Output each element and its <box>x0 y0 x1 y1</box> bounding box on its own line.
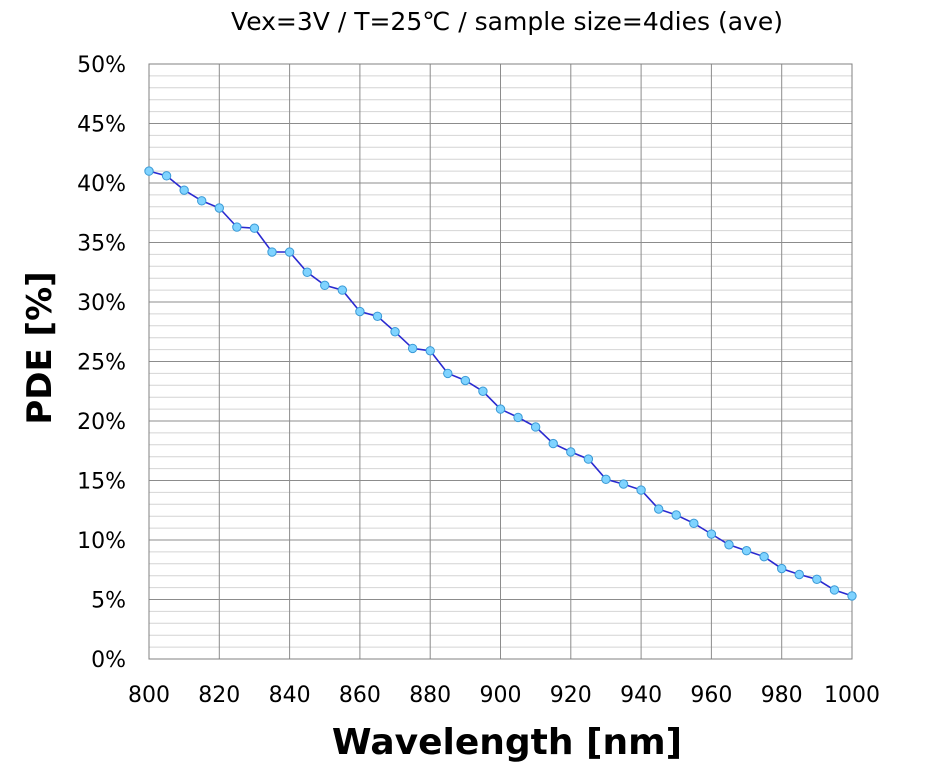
data-point <box>479 387 487 395</box>
data-point <box>549 439 557 447</box>
data-point <box>285 248 293 256</box>
y-tick-label: 40% <box>77 172 126 197</box>
major-grid <box>149 64 852 659</box>
data-point <box>338 286 346 294</box>
data-point <box>408 344 416 352</box>
x-tick-label: 940 <box>620 683 662 708</box>
data-point <box>672 511 680 519</box>
y-tick-label: 35% <box>77 232 126 257</box>
x-tick-label: 800 <box>128 683 170 708</box>
x-tick-label: 1000 <box>824 683 880 708</box>
data-point <box>690 519 698 527</box>
y-tick-label: 25% <box>77 351 126 376</box>
y-tick-label: 5% <box>91 589 126 614</box>
data-point <box>373 312 381 320</box>
data-point <box>444 369 452 377</box>
data-point <box>145 167 153 175</box>
x-tick-label: 980 <box>761 683 803 708</box>
data-point <box>531 423 539 431</box>
data-point <box>461 376 469 384</box>
y-tick-label: 50% <box>77 53 126 78</box>
y-tick-label: 0% <box>91 648 126 673</box>
y-tick-label: 30% <box>77 291 126 316</box>
data-point <box>848 592 856 600</box>
x-tick-label: 900 <box>480 683 522 708</box>
data-point <box>496 405 504 413</box>
y-tick-labels: 0% 5% 10% 15% 20% 25% 30% 35% 40% 45% 50% <box>77 53 126 673</box>
x-tick-label: 880 <box>409 683 451 708</box>
data-point <box>778 564 786 572</box>
data-point <box>707 530 715 538</box>
data-point <box>268 248 276 256</box>
x-tick-label: 860 <box>339 683 381 708</box>
data-point <box>198 197 206 205</box>
data-point <box>584 455 592 463</box>
y-tick-label: 10% <box>77 529 126 554</box>
x-tick-label: 840 <box>269 683 311 708</box>
y-axis-label: PDE [%] <box>20 271 60 424</box>
data-point <box>233 223 241 231</box>
y-tick-label: 45% <box>77 113 126 138</box>
data-point <box>250 224 258 232</box>
x-tick-label: 820 <box>198 683 240 708</box>
data-point <box>619 480 627 488</box>
data-point <box>180 186 188 194</box>
data-point <box>742 547 750 555</box>
data-point <box>215 204 223 212</box>
x-axis-label: Wavelength [nm] <box>332 722 682 762</box>
data-point <box>426 347 434 355</box>
data-point <box>356 307 364 315</box>
data-point <box>637 486 645 494</box>
data-point <box>303 268 311 276</box>
data-point <box>514 413 522 421</box>
chart-title: Vex=3V / T=25℃ / sample size=4dies (ave) <box>231 7 783 36</box>
data-point <box>602 475 610 483</box>
y-tick-label: 20% <box>77 410 126 435</box>
y-tick-label: 15% <box>77 470 126 495</box>
data-point <box>830 586 838 594</box>
data-point <box>760 552 768 560</box>
data-point <box>725 541 733 549</box>
data-point <box>162 172 170 180</box>
data-point <box>795 570 803 578</box>
data-point <box>654 505 662 513</box>
data-point <box>813 575 821 583</box>
x-tick-labels: 800 820 840 860 880 900 920 940 960 980 1000 <box>128 683 880 708</box>
data-point <box>391 328 399 336</box>
x-tick-label: 920 <box>550 683 592 708</box>
x-tick-label: 960 <box>690 683 732 708</box>
data-point <box>567 448 575 456</box>
data-point <box>321 281 329 289</box>
